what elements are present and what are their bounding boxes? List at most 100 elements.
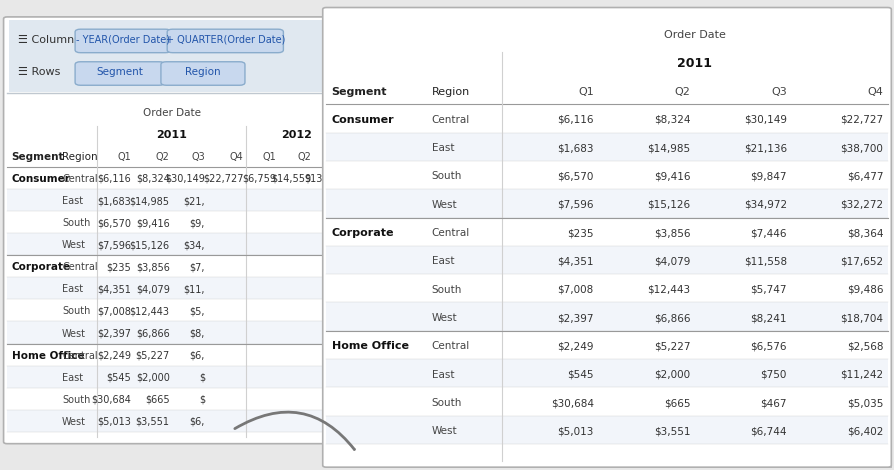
Text: $2,568: $2,568 — [847, 341, 883, 352]
Text: Q1: Q1 — [578, 86, 594, 96]
Text: $665: $665 — [663, 398, 690, 408]
Text: $15,126: $15,126 — [130, 240, 170, 250]
Text: West: West — [432, 313, 458, 323]
Text: $: $ — [199, 395, 205, 405]
Text: West: West — [432, 426, 458, 436]
Text: $665: $665 — [145, 395, 170, 405]
Bar — [7, 233, 383, 255]
Bar — [326, 246, 888, 274]
Text: Q3: Q3 — [771, 86, 787, 96]
Text: $235: $235 — [106, 262, 131, 272]
Text: $7,596: $7,596 — [557, 200, 594, 210]
Text: $6,116: $6,116 — [557, 115, 594, 125]
Text: South: South — [63, 218, 90, 228]
Text: $545: $545 — [568, 370, 594, 380]
Text: + QUARTER(Order Date): + QUARTER(Order Date) — [165, 34, 285, 45]
Bar — [326, 104, 888, 133]
Text: $8,324: $8,324 — [136, 174, 170, 184]
FancyBboxPatch shape — [167, 29, 283, 53]
Text: Q3: Q3 — [191, 152, 205, 162]
Text: $21,: $21, — [183, 196, 205, 206]
Text: Consumer: Consumer — [12, 174, 71, 184]
Bar — [326, 331, 888, 359]
Text: South: South — [432, 172, 462, 181]
Text: Home Office: Home Office — [332, 341, 409, 352]
Bar — [7, 211, 383, 233]
Text: $5,227: $5,227 — [136, 351, 170, 360]
Text: Q3: Q3 — [331, 152, 344, 162]
Text: $6,744: $6,744 — [750, 426, 787, 436]
Bar — [7, 344, 383, 366]
Text: $8,241: $8,241 — [750, 313, 787, 323]
Bar — [326, 161, 888, 189]
Text: $11,242: $11,242 — [840, 370, 883, 380]
Text: West: West — [63, 240, 86, 250]
Text: $9,486: $9,486 — [847, 285, 883, 295]
FancyBboxPatch shape — [75, 29, 171, 53]
Text: South: South — [432, 398, 462, 408]
Text: $11,: $11, — [183, 284, 205, 294]
Text: South: South — [432, 285, 462, 295]
Bar — [326, 133, 888, 161]
Text: $22,727: $22,727 — [203, 174, 244, 184]
Text: Central: Central — [63, 351, 97, 360]
FancyBboxPatch shape — [161, 62, 245, 85]
Text: $467: $467 — [760, 398, 787, 408]
Text: $5,035: $5,035 — [847, 398, 883, 408]
Bar — [7, 255, 383, 277]
Text: Order Date: Order Date — [143, 108, 201, 118]
Bar — [7, 388, 383, 410]
Text: $5,747: $5,747 — [750, 285, 787, 295]
Text: Corporate: Corporate — [332, 228, 394, 238]
Text: Q2: Q2 — [156, 152, 170, 162]
Text: $17,652: $17,652 — [840, 257, 883, 266]
Text: $6,: $6, — [190, 417, 205, 427]
Text: $1,683: $1,683 — [97, 196, 131, 206]
Text: South: South — [63, 306, 90, 316]
Text: $2,397: $2,397 — [557, 313, 594, 323]
Text: $22,727: $22,727 — [840, 115, 883, 125]
Text: $2,249: $2,249 — [97, 351, 131, 360]
Text: $32,272: $32,272 — [840, 200, 883, 210]
Text: $3,856: $3,856 — [654, 228, 690, 238]
Bar — [326, 189, 888, 218]
Text: $1,683: $1,683 — [557, 143, 594, 153]
Text: $5,013: $5,013 — [97, 417, 131, 427]
Text: $3,856: $3,856 — [136, 262, 170, 272]
Text: $6,759: $6,759 — [241, 174, 275, 184]
Text: $14,985: $14,985 — [647, 143, 690, 153]
Text: $18,704: $18,704 — [840, 313, 883, 323]
Text: Q2: Q2 — [298, 152, 311, 162]
Bar — [7, 299, 383, 321]
Text: Order Date: Order Date — [664, 30, 726, 40]
Text: $8,364: $8,364 — [847, 228, 883, 238]
Text: Q1: Q1 — [117, 152, 131, 162]
Text: $30,684: $30,684 — [91, 395, 131, 405]
Text: ☰ Columns: ☰ Columns — [18, 34, 80, 45]
Text: $6,: $6, — [190, 351, 205, 360]
Text: $7,: $7, — [190, 262, 205, 272]
FancyBboxPatch shape — [323, 8, 891, 467]
Text: $7,596: $7,596 — [97, 240, 131, 250]
Bar — [331, 12, 892, 468]
Text: Region: Region — [185, 67, 221, 77]
Text: $7,446: $7,446 — [750, 228, 787, 238]
Text: East: East — [432, 257, 454, 266]
Text: $2,000: $2,000 — [136, 373, 170, 383]
Bar — [7, 189, 383, 211]
Text: South: South — [63, 395, 90, 405]
Text: $6,866: $6,866 — [136, 329, 170, 338]
Text: Segment: Segment — [332, 86, 387, 96]
Text: $8,: $8, — [190, 329, 205, 338]
Text: West: West — [63, 417, 86, 427]
Text: $11,558: $11,558 — [744, 257, 787, 266]
Text: Home Office: Home Office — [12, 351, 84, 360]
Text: $14,559: $14,559 — [271, 174, 311, 184]
Text: $4,079: $4,079 — [654, 257, 690, 266]
Text: Region: Region — [432, 86, 470, 96]
Text: Q2: Q2 — [674, 86, 690, 96]
Bar — [326, 416, 888, 444]
Text: $2,000: $2,000 — [654, 370, 690, 380]
Text: Q4: Q4 — [367, 152, 380, 162]
Text: $30,149: $30,149 — [165, 174, 205, 184]
